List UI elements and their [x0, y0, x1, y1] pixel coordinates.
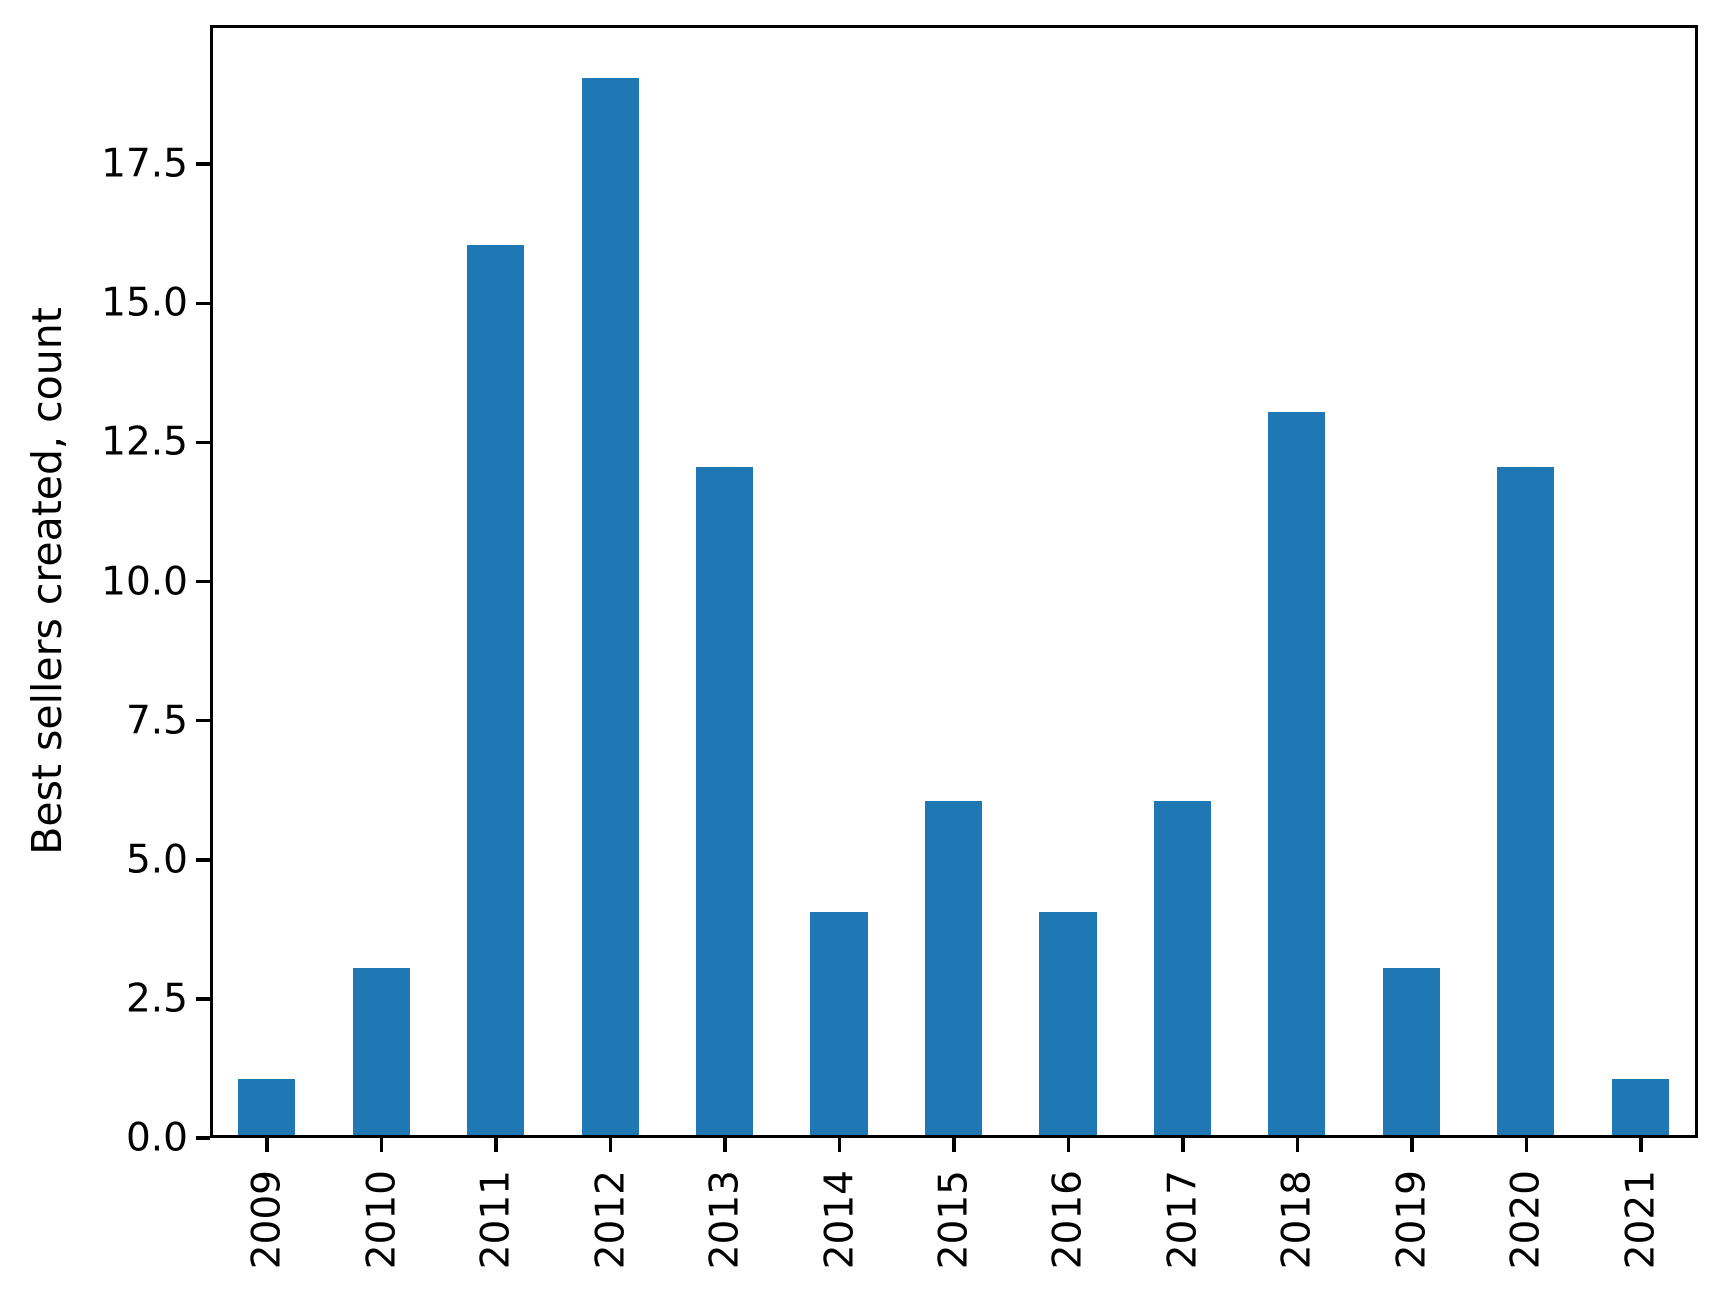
bar-2009	[238, 1079, 296, 1135]
x-tick-label-2013: 2013	[702, 1170, 748, 1270]
y-tick-mark-5.0	[196, 858, 210, 862]
x-tick-label-2014: 2014	[817, 1170, 863, 1270]
x-tick-mark-2017	[1181, 1138, 1185, 1152]
bar-2020	[1497, 467, 1555, 1135]
x-tick-mark-2020	[1524, 1138, 1529, 1152]
x-tick-label-2021: 2021	[1618, 1170, 1664, 1270]
x-tick-label-2016: 2016	[1045, 1170, 1091, 1270]
y-tick-label-12.5: 12.5	[101, 419, 188, 465]
bar-2017	[1153, 801, 1212, 1135]
bar-2011	[467, 244, 525, 1135]
y-tick-mark-0.0	[196, 1136, 210, 1140]
x-tick-mark-2012	[608, 1138, 613, 1152]
x-tick-label-2009: 2009	[244, 1170, 290, 1270]
y-tick-label-2.5: 2.5	[125, 976, 188, 1022]
x-tick-label-2018: 2018	[1274, 1170, 1320, 1270]
y-tick-mark-2.5	[196, 997, 210, 1001]
y-tick-label-5.0: 5.0	[125, 837, 188, 883]
bar-2010	[352, 968, 410, 1135]
x-tick-label-2020: 2020	[1503, 1170, 1549, 1270]
y-tick-label-15.0: 15.0	[101, 280, 188, 326]
y-tick-mark-7.5	[196, 718, 210, 723]
y-tick-label-17.5: 17.5	[101, 141, 188, 187]
y-tick-mark-10.0	[196, 579, 210, 584]
bar-2021	[1611, 1079, 1669, 1135]
plot-area	[210, 25, 1698, 1138]
x-tick-mark-2010	[379, 1138, 384, 1152]
bar-2016	[1039, 912, 1097, 1135]
x-tick-mark-2021	[1639, 1138, 1643, 1152]
x-tick-label-2015: 2015	[931, 1170, 977, 1270]
bar-2013	[695, 467, 754, 1135]
y-tick-label-0.0: 0.0	[125, 1115, 188, 1161]
x-tick-mark-2019	[1410, 1138, 1414, 1152]
y-tick-label-10.0: 10.0	[101, 559, 188, 604]
x-tick-label-2011: 2011	[473, 1170, 519, 1270]
y-tick-mark-12.5	[196, 440, 210, 445]
x-tick-label-2019: 2019	[1389, 1170, 1435, 1270]
y-tick-label-7.5: 7.5	[125, 698, 188, 744]
y-tick-mark-15.0	[196, 301, 210, 305]
x-tick-label-2017: 2017	[1160, 1170, 1206, 1270]
bar-2019	[1382, 968, 1440, 1135]
bar-2014	[810, 912, 868, 1135]
bar-2015	[924, 801, 983, 1135]
x-tick-mark-2018	[1295, 1138, 1300, 1152]
x-tick-mark-2013	[723, 1138, 727, 1152]
bar-2018	[1268, 411, 1326, 1135]
x-tick-mark-2016	[1066, 1138, 1071, 1152]
x-tick-mark-2009	[265, 1138, 269, 1152]
y-tick-mark-17.5	[196, 162, 210, 166]
bar-2012	[581, 77, 639, 1135]
x-tick-mark-2011	[494, 1138, 498, 1152]
x-tick-mark-2015	[952, 1138, 956, 1152]
x-tick-label-2012: 2012	[588, 1170, 634, 1270]
x-tick-label-2010: 2010	[359, 1170, 405, 1270]
x-tick-mark-2014	[837, 1138, 842, 1152]
